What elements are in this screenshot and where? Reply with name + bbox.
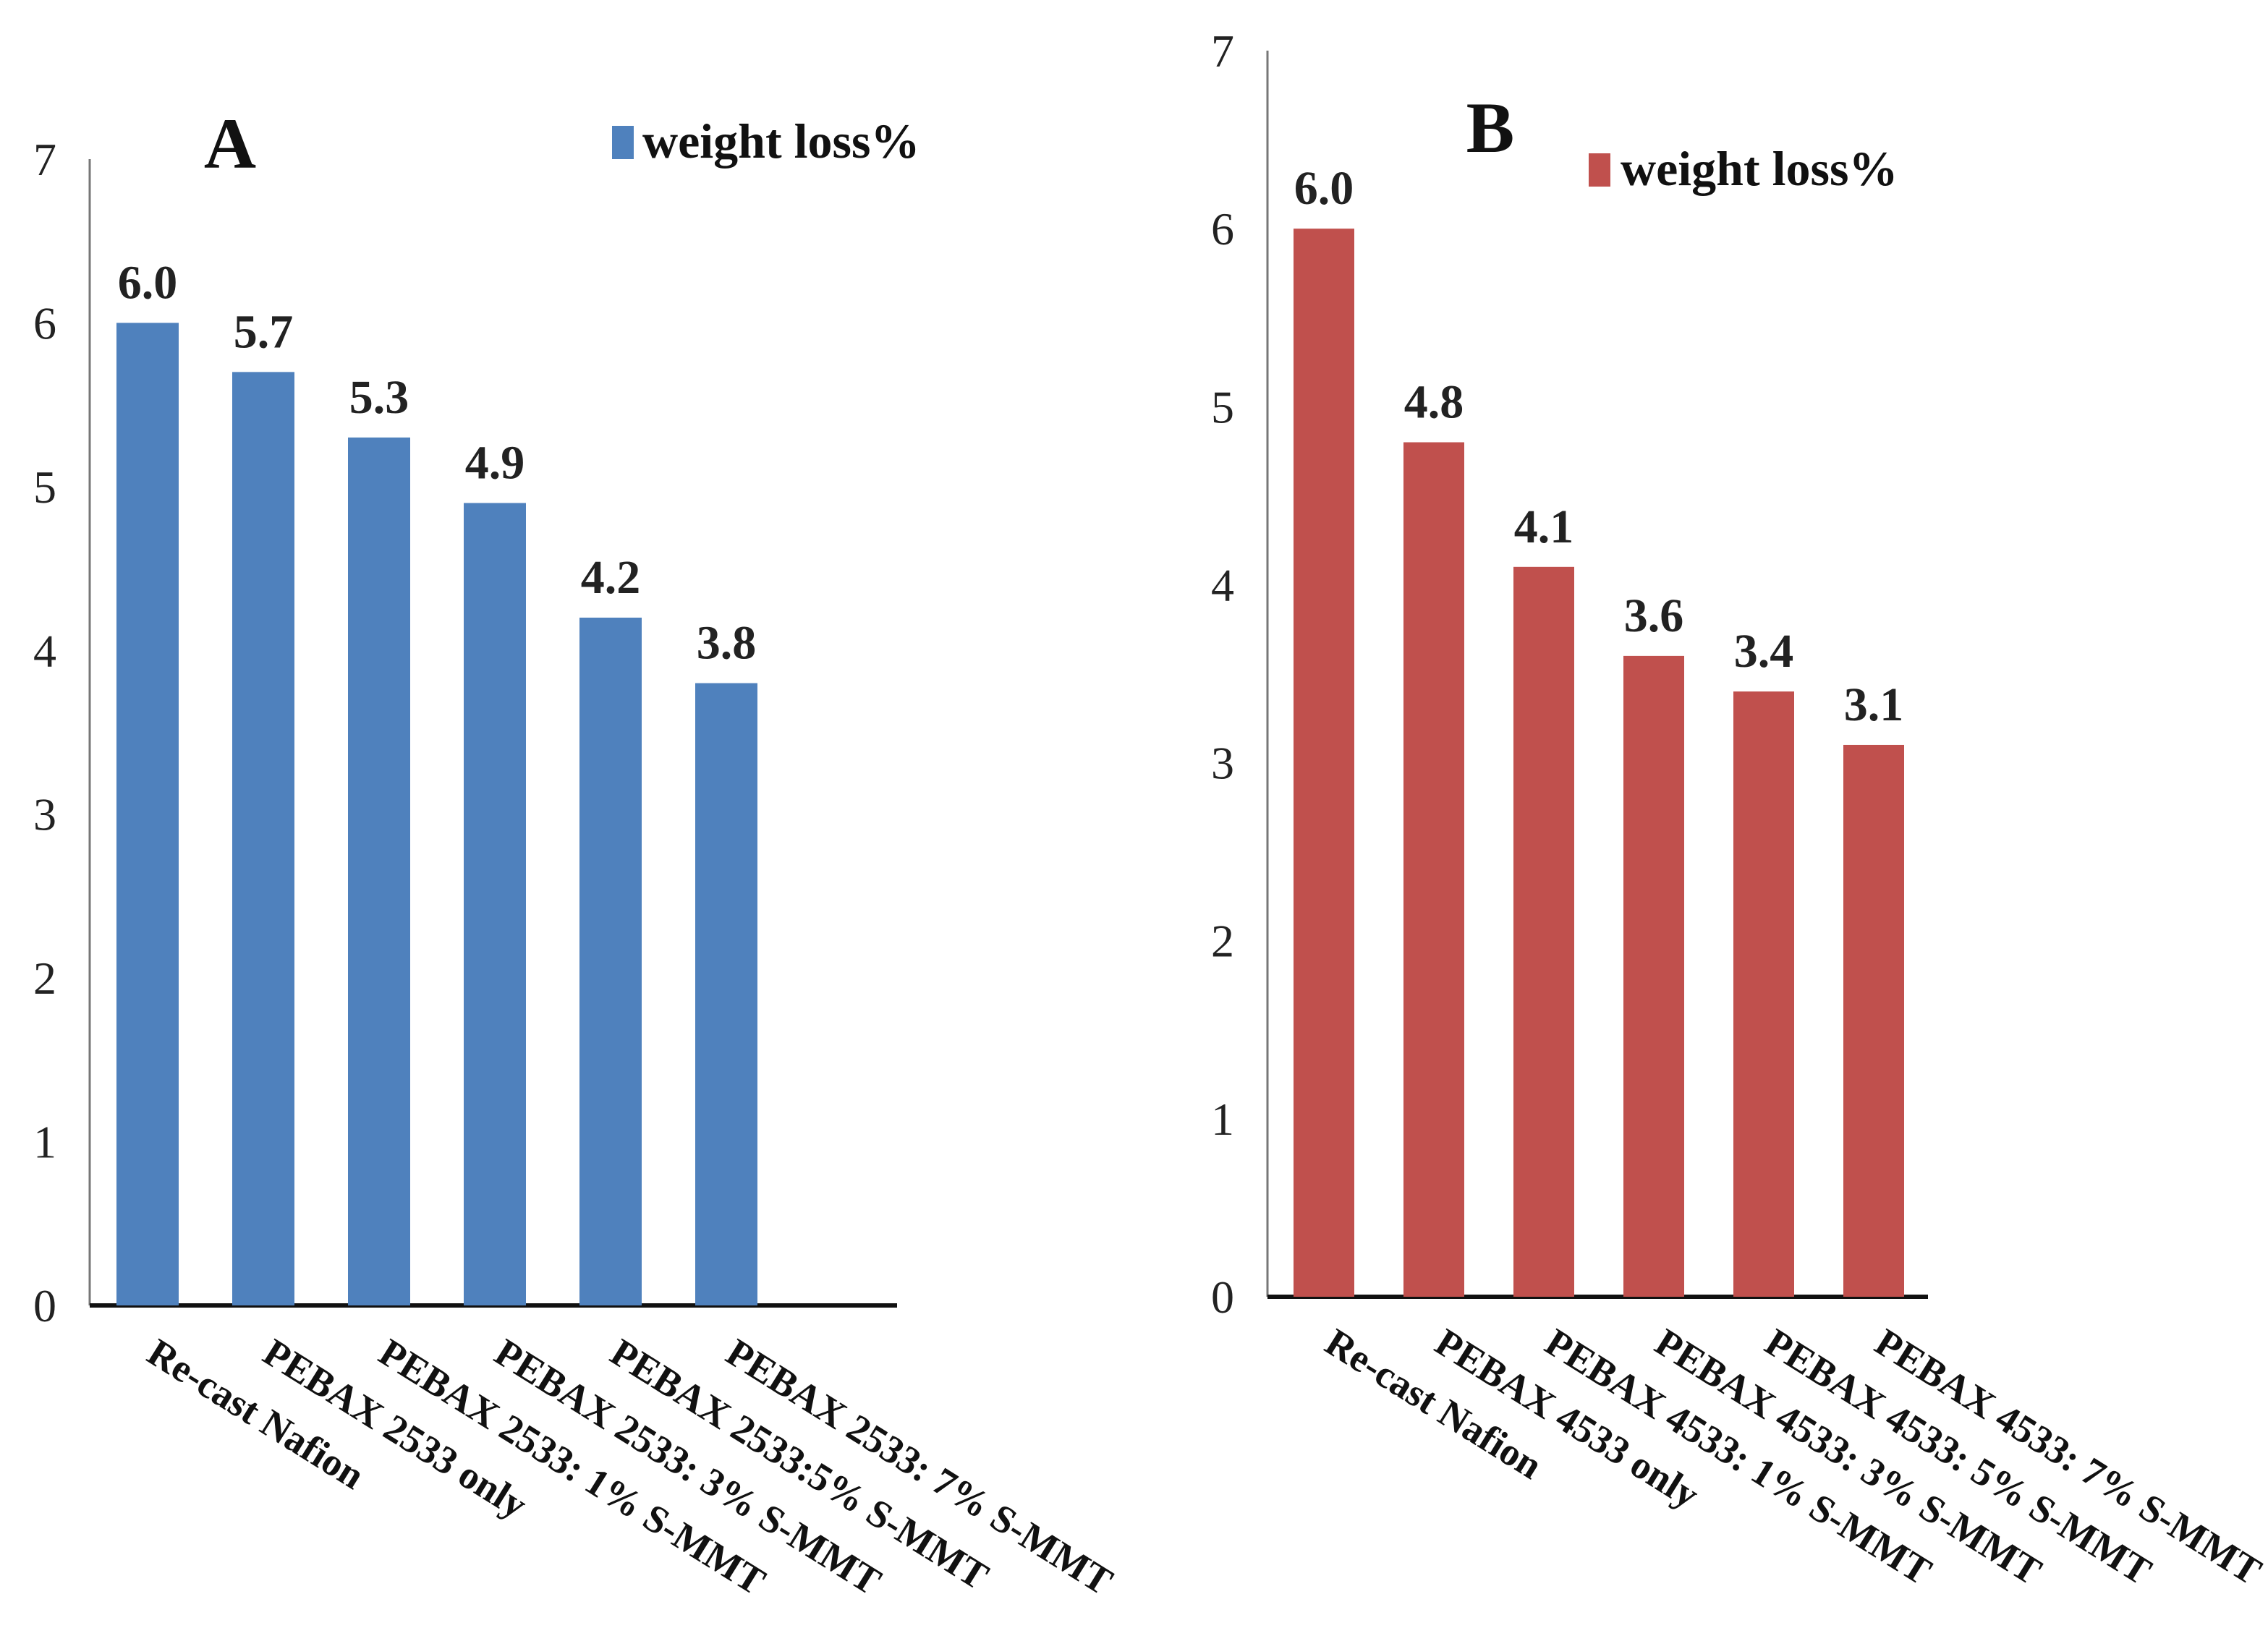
chart-a-ytick-label: 1 — [33, 1117, 56, 1168]
chart-a-ytick-label: 3 — [33, 789, 56, 840]
chart-a-panel-letter: A — [204, 103, 256, 184]
chart-b-panel-letter: B — [1466, 88, 1515, 168]
chart-b-ytick-label: 3 — [1211, 738, 1234, 789]
chart-b-value-label: 4.1 — [1514, 500, 1574, 553]
chart-b-bar — [1843, 744, 1904, 1297]
chart-a-legend-label: weight loss% — [642, 114, 919, 169]
chart-b-ytick-label: 4 — [1211, 559, 1234, 610]
chart-b-legend-label: weight loss% — [1621, 141, 1898, 196]
chart-a-value-label: 5.3 — [349, 371, 409, 424]
chart-b-bar — [1513, 566, 1574, 1297]
chart-b-value-label: 3.1 — [1844, 678, 1904, 731]
chart-b-bar — [1733, 691, 1794, 1297]
chart-a-legend: weight loss% — [612, 114, 919, 169]
chart-a-ytick-label: 0 — [33, 1280, 56, 1331]
chart-a-ytick-label: 5 — [33, 461, 56, 513]
chart-a-ytick-label: 6 — [33, 297, 56, 349]
chart-a-value-label: 6.0 — [118, 256, 178, 309]
chart-b-value-label: 3.6 — [1624, 589, 1684, 642]
chart-a-bar — [579, 618, 642, 1305]
chart-a-bar — [464, 503, 526, 1305]
chart-b-legend: weight loss% — [1589, 141, 1898, 196]
chart-b-legend-swatch — [1589, 153, 1610, 187]
chart-a-legend-swatch — [612, 126, 634, 159]
chart-a-bar — [232, 372, 294, 1305]
chart-b-value-label: 4.8 — [1404, 376, 1464, 429]
chart-a-value-label: 4.2 — [581, 551, 641, 604]
chart-b-value-label: 6.0 — [1294, 162, 1354, 215]
chart-a-bar — [695, 683, 757, 1305]
chart-b-ytick-label: 5 — [1211, 381, 1234, 432]
chart-b-value-label: 3.4 — [1734, 625, 1794, 678]
chart-b-ytick-label: 7 — [1211, 25, 1234, 77]
chart-a-value-label: 4.9 — [465, 437, 525, 490]
chart-a-ytick-label: 4 — [33, 625, 56, 676]
chart-a-value-label: 5.7 — [234, 305, 294, 358]
chart-a-value-label: 3.8 — [697, 617, 757, 670]
chart-a-bar — [116, 323, 179, 1305]
chart-b-ytick-label: 6 — [1211, 203, 1234, 255]
chart-b-bar — [1294, 229, 1354, 1297]
chart-b-ytick-label: 0 — [1211, 1271, 1234, 1323]
chart-a-bar — [348, 437, 410, 1305]
chart-b-bar — [1623, 655, 1684, 1297]
chart-b-ytick-label: 2 — [1211, 916, 1234, 967]
chart-a-ytick-label: 7 — [33, 134, 56, 185]
chart-b-ytick-label: 1 — [1211, 1094, 1234, 1145]
chart-a-ytick-label: 2 — [33, 952, 56, 1004]
chart-b-bar — [1403, 442, 1464, 1297]
